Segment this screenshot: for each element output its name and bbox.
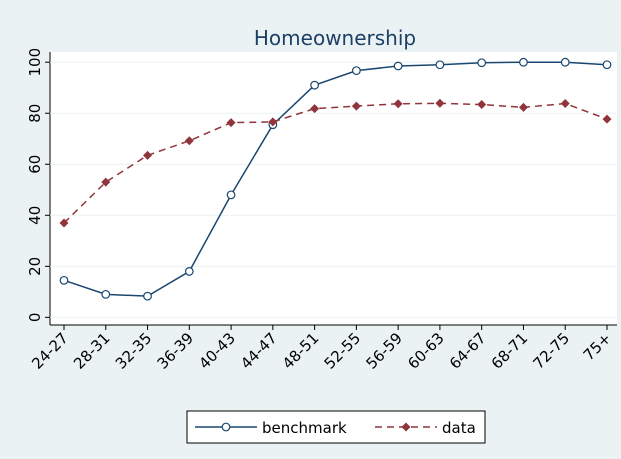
data-point <box>310 80 320 90</box>
data-point <box>268 117 278 127</box>
data-point <box>393 61 403 71</box>
y-tick-label: 40 <box>26 206 44 225</box>
data-point <box>184 267 194 276</box>
y-tick-label: 60 <box>26 155 44 174</box>
data-point <box>101 177 111 187</box>
data-point <box>477 58 487 68</box>
data-point <box>519 57 528 67</box>
data-point <box>143 291 152 301</box>
y-tick-label: 100 <box>26 48 44 77</box>
data-point <box>226 190 236 200</box>
plot-area <box>50 52 617 325</box>
legend-label: data <box>442 419 476 437</box>
data-point <box>477 100 487 110</box>
chart-title: Homeownership <box>254 26 416 50</box>
series-line <box>63 102 608 224</box>
y-tick-label: 80 <box>26 104 44 123</box>
data-point <box>101 289 111 299</box>
legend-label: benchmark <box>262 419 347 437</box>
legend-marker <box>401 422 411 432</box>
y-tick-label: 0 <box>26 313 44 323</box>
y-tick-label: 20 <box>26 257 44 276</box>
data-point <box>59 218 69 228</box>
data-point <box>351 101 361 111</box>
legend-marker <box>221 422 231 432</box>
data-point <box>184 136 194 146</box>
data-point <box>602 114 612 124</box>
data-point <box>602 60 612 70</box>
data-point <box>560 99 570 109</box>
data-point <box>435 98 445 108</box>
series-line <box>63 61 608 297</box>
data-point <box>560 57 570 67</box>
data-point <box>435 60 445 70</box>
data-point <box>393 99 403 109</box>
data-point <box>351 66 361 76</box>
data-point <box>59 275 69 285</box>
data-point <box>143 150 153 160</box>
data-point <box>310 104 320 114</box>
data-point <box>518 102 528 112</box>
data-point <box>226 118 236 128</box>
